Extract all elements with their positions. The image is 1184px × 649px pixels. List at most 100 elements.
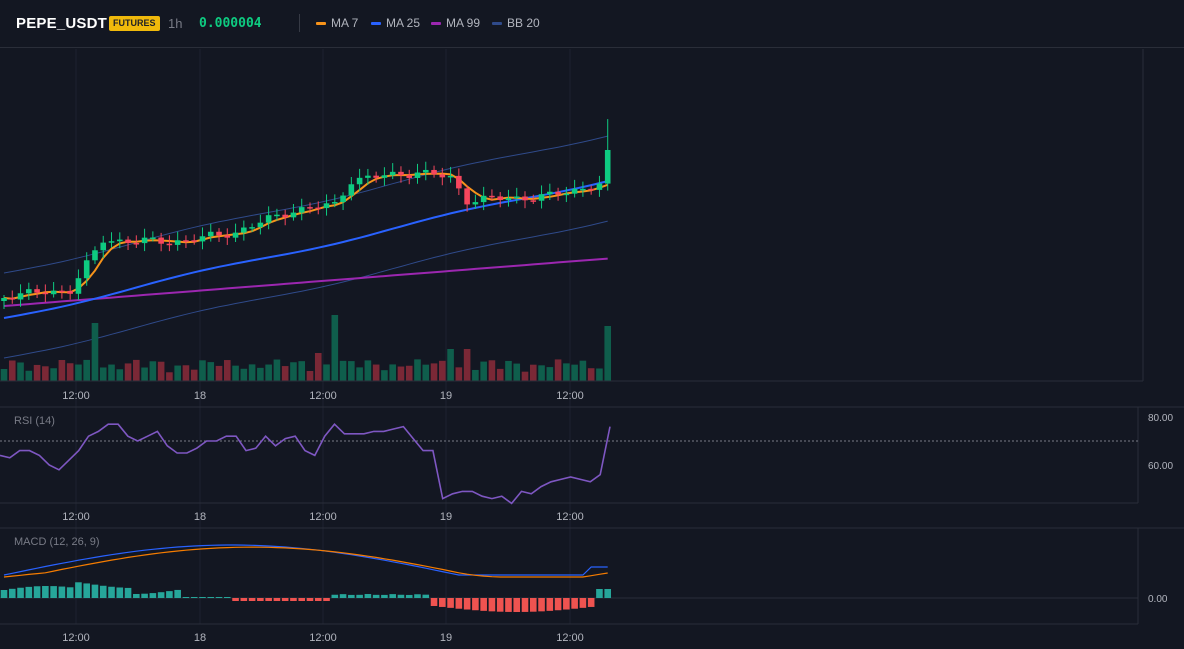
time-label: 19 bbox=[440, 390, 452, 402]
time-label: 12:00 bbox=[556, 632, 584, 644]
macd-pane[interactable] bbox=[0, 544, 612, 612]
volume-bar bbox=[430, 363, 438, 381]
time-label: 12:00 bbox=[309, 632, 337, 644]
candle-body bbox=[389, 171, 396, 176]
macd-histogram-bar bbox=[430, 598, 438, 606]
volume-bar bbox=[397, 366, 405, 381]
macd-histogram-bar bbox=[546, 598, 554, 611]
bb-lower bbox=[3, 220, 608, 359]
macd-histogram-bar bbox=[141, 593, 148, 598]
volume-bar bbox=[364, 360, 372, 381]
macd-histogram-bar bbox=[529, 598, 537, 612]
volume-bar bbox=[42, 366, 49, 381]
candle-body bbox=[505, 198, 512, 200]
volume-bar bbox=[83, 359, 90, 381]
ma25-swatch bbox=[371, 22, 381, 26]
macd-histogram-bar bbox=[356, 594, 363, 598]
macd-histogram-bar bbox=[223, 597, 231, 598]
candle-body bbox=[75, 278, 82, 294]
volume-bar bbox=[314, 353, 322, 381]
legend-ma99[interactable]: MA 99 bbox=[431, 16, 480, 30]
candle-body bbox=[83, 260, 90, 279]
axis-labels: 12:00 18 12:00 19 12:00 12:00 18 12:00 19 12:00 12… bbox=[62, 390, 1173, 644]
candle-body bbox=[406, 175, 413, 178]
volume-bar bbox=[273, 359, 281, 381]
volume-bar bbox=[389, 364, 396, 381]
candle-body bbox=[133, 243, 140, 245]
candle-body bbox=[199, 236, 206, 242]
candle-body bbox=[249, 227, 255, 229]
candle-body bbox=[1, 298, 7, 301]
candles[interactable] bbox=[1, 119, 611, 309]
legend-bb20[interactable]: BB 20 bbox=[492, 16, 540, 30]
volume-bar bbox=[579, 360, 587, 381]
macd-histogram-bar bbox=[215, 597, 223, 598]
volume-bar bbox=[75, 364, 82, 381]
macd-histogram-bar bbox=[108, 586, 115, 598]
candle-body bbox=[439, 174, 446, 178]
candle-body bbox=[274, 214, 280, 217]
macd-histogram-bar bbox=[232, 598, 239, 601]
macd-histogram-bar bbox=[298, 598, 306, 601]
volume-bar bbox=[513, 363, 521, 381]
candle-body bbox=[596, 183, 603, 190]
legend-ma25[interactable]: MA 25 bbox=[371, 16, 420, 30]
rsi-pane[interactable] bbox=[0, 423, 611, 505]
interval-selector[interactable]: 1h bbox=[168, 16, 183, 31]
volume-bar bbox=[339, 360, 347, 381]
volume-bar bbox=[439, 360, 446, 381]
volume-bar bbox=[538, 365, 545, 381]
volume-bar bbox=[182, 365, 190, 381]
volume-bar bbox=[58, 360, 66, 381]
volume-bar bbox=[323, 364, 330, 381]
volume-bar bbox=[554, 359, 562, 381]
volume-bar bbox=[505, 360, 512, 381]
candle-body bbox=[42, 292, 49, 295]
rsi-scale-label: 60.00 bbox=[1148, 461, 1173, 472]
volume-bar bbox=[190, 369, 198, 381]
macd-histogram-bar bbox=[480, 598, 487, 611]
bollinger-bands bbox=[3, 135, 608, 359]
macd-histogram-bar bbox=[240, 598, 248, 601]
volume-bar bbox=[25, 370, 33, 381]
macd-histogram-bar bbox=[58, 586, 66, 598]
candle-body bbox=[414, 172, 421, 178]
volume-bar bbox=[33, 364, 41, 381]
candle-body bbox=[332, 202, 338, 204]
legend-ma7[interactable]: MA 7 bbox=[316, 16, 358, 30]
volume-bar bbox=[372, 364, 380, 381]
time-label: 12:00 bbox=[309, 511, 337, 523]
volume-bar bbox=[488, 360, 496, 381]
price-pane[interactable] bbox=[0, 119, 612, 381]
macd-histogram-bar bbox=[447, 598, 454, 608]
volume-bar bbox=[306, 371, 314, 381]
macd-histogram-bar bbox=[174, 589, 181, 598]
macd-histogram-bar bbox=[414, 594, 421, 598]
volume-bar bbox=[455, 367, 463, 381]
volume-bar bbox=[174, 365, 181, 381]
time-label: 12:00 bbox=[62, 511, 90, 523]
macd-histogram-bar bbox=[265, 598, 272, 601]
macd-histogram-bar bbox=[17, 587, 24, 598]
last-price: 0.000004 bbox=[199, 16, 262, 31]
volume-bar bbox=[405, 365, 413, 381]
symbol-name[interactable]: PEPE_USDT bbox=[16, 15, 107, 32]
macd-histogram-bar bbox=[538, 598, 545, 612]
volume-bar bbox=[472, 369, 479, 381]
volume-bar bbox=[149, 361, 157, 381]
volume-bars bbox=[0, 315, 612, 381]
candle-body bbox=[563, 193, 570, 196]
rsi-scale-label: 80.00 bbox=[1148, 413, 1173, 424]
rsi-line bbox=[0, 423, 611, 505]
volume-bar bbox=[248, 364, 256, 381]
macd-histogram-bar bbox=[439, 598, 446, 607]
volume-bar bbox=[298, 361, 306, 381]
volume-bar bbox=[199, 360, 206, 381]
volume-bar bbox=[571, 364, 578, 381]
ma25-line bbox=[3, 180, 608, 319]
candle-body bbox=[497, 196, 503, 200]
candle-body bbox=[50, 290, 57, 295]
time-label: 19 bbox=[440, 511, 452, 523]
ma7-line bbox=[3, 172, 609, 300]
